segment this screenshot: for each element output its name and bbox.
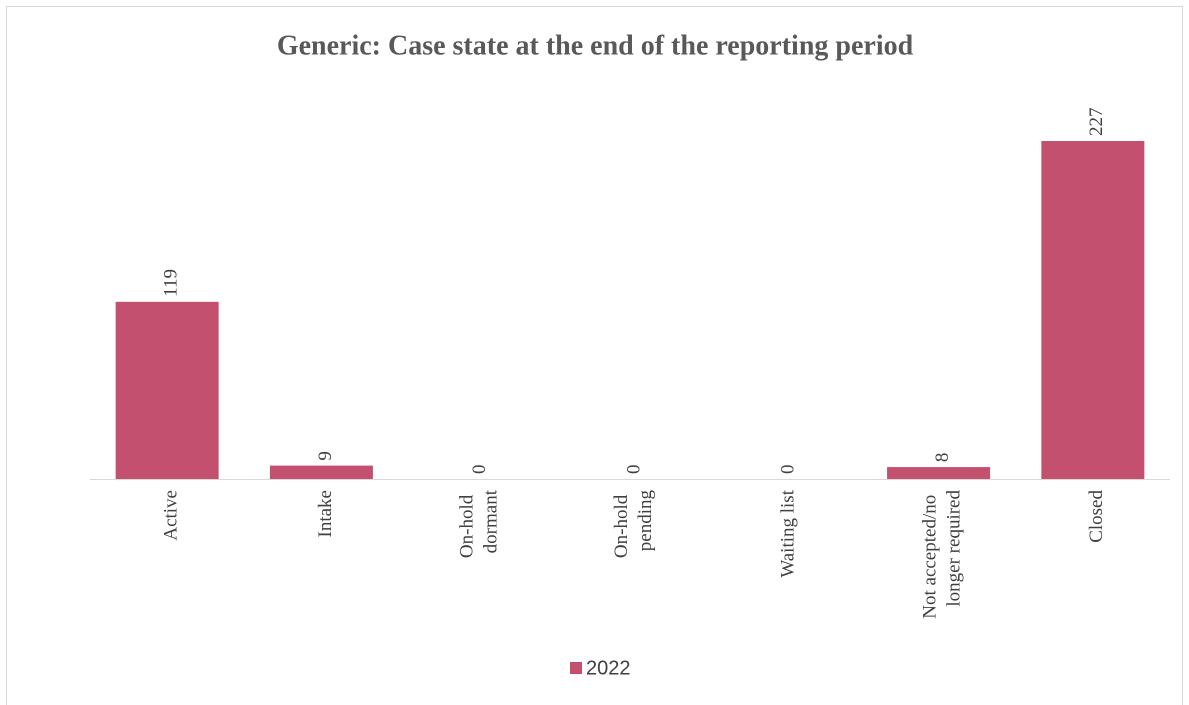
x-tick-label: Active <box>161 490 182 541</box>
data-label: 119 <box>161 269 182 297</box>
bar <box>269 465 373 479</box>
data-label: 0 <box>623 465 644 475</box>
x-tick-label: Waiting list <box>778 489 799 577</box>
x-tick-label: On-hold dormant <box>457 489 502 558</box>
bar <box>887 467 991 479</box>
legend-swatch <box>570 662 582 674</box>
data-label: 0 <box>469 465 490 475</box>
legend-label: 2022 <box>586 657 631 679</box>
x-tick-label: Not accepted/no longer required <box>920 490 965 619</box>
bar <box>1041 141 1145 479</box>
data-label: 9 <box>315 451 336 461</box>
data-label: 8 <box>932 453 953 463</box>
x-tick-label: On-hold pending <box>611 490 656 559</box>
bar <box>115 301 219 479</box>
chart-title: Generic: Case state at the end of the re… <box>277 30 914 61</box>
x-tick-label: Intake <box>315 490 336 537</box>
data-label: 0 <box>778 465 799 475</box>
x-tick-label: Closed <box>1086 490 1107 543</box>
data-label: 227 <box>1086 108 1107 137</box>
